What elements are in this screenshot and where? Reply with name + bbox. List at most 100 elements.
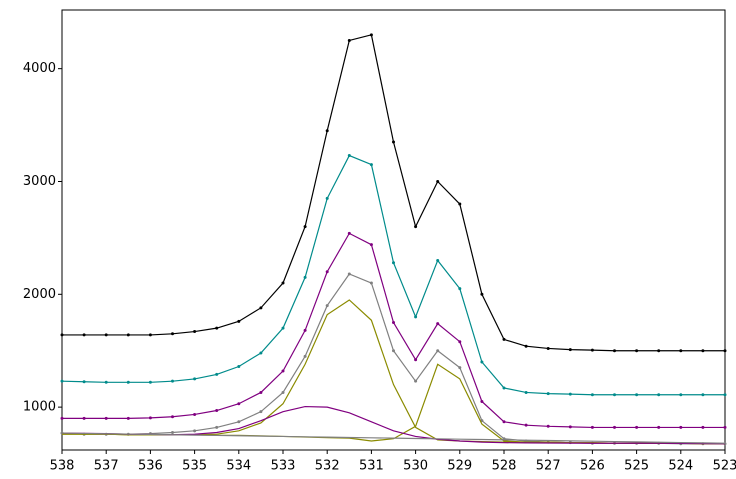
data-point [148, 333, 152, 337]
data-point [701, 393, 705, 397]
data-point [215, 425, 219, 429]
x-tick-label: 536 [138, 459, 163, 474]
data-point [392, 140, 395, 144]
x-tick-label: 537 [94, 459, 119, 474]
data-point [281, 390, 285, 394]
x-tick-label: 529 [447, 459, 472, 474]
data-point [193, 429, 197, 433]
data-point [657, 425, 661, 429]
data-point [480, 360, 484, 364]
data-point [281, 369, 285, 373]
data-point [635, 349, 639, 353]
y-tick-label: 4000 [23, 61, 56, 76]
plot-frame [61, 9, 726, 451]
y-tick-label: 2000 [23, 287, 56, 302]
data-point [104, 333, 108, 337]
x-tick-label: 524 [668, 459, 693, 474]
y-tick-label: 1000 [23, 400, 56, 415]
data-point [259, 351, 263, 355]
data-point [502, 420, 506, 424]
series-line [61, 273, 725, 445]
data-point [502, 337, 506, 341]
data-point [237, 420, 241, 424]
data-point [414, 358, 418, 362]
data-point [524, 423, 528, 427]
data-point [723, 425, 727, 429]
data-point [369, 33, 373, 37]
series-line [61, 432, 726, 444]
data-point [436, 349, 440, 353]
data-point [657, 393, 661, 397]
data-point [303, 328, 307, 332]
data-point [148, 380, 152, 384]
data-point [458, 202, 462, 206]
data-point [347, 38, 351, 42]
data-point [215, 409, 219, 413]
data-point [193, 330, 197, 334]
data-point [369, 281, 373, 285]
data-point [193, 377, 197, 381]
data-point [171, 332, 174, 336]
x-tick-label: 523 [713, 459, 736, 474]
data-point [82, 333, 86, 337]
y-tick-label: 3000 [23, 174, 56, 189]
data-point [259, 410, 263, 414]
data-point [193, 412, 197, 416]
data-point [259, 306, 263, 310]
data-point [171, 415, 174, 419]
data-point [303, 275, 307, 279]
data-point [82, 416, 86, 420]
data-point [215, 326, 219, 330]
x-tick-label: 526 [580, 459, 605, 474]
data-point [171, 431, 174, 435]
data-point [281, 281, 285, 285]
x-tick-label: 530 [403, 459, 428, 474]
x-tick-label: 532 [315, 459, 340, 474]
data-point [701, 349, 705, 353]
data-point [60, 333, 64, 337]
series-line [62, 34, 725, 352]
data-point [723, 349, 727, 353]
x-tick-label: 535 [182, 459, 207, 474]
data-point [414, 315, 418, 319]
data-point [590, 425, 594, 429]
data-point [126, 333, 130, 337]
data-point [171, 379, 174, 383]
data-point [392, 349, 395, 353]
data-point [613, 425, 616, 429]
data-point [392, 321, 395, 325]
data-point [679, 393, 683, 397]
x-tick-label: 528 [492, 459, 517, 474]
data-point [414, 225, 418, 229]
data-point [325, 270, 329, 274]
data-point [679, 425, 683, 429]
data-point [281, 326, 285, 330]
x-tick-label: 531 [359, 459, 384, 474]
x-tick-label: 538 [50, 459, 75, 474]
data-point [237, 402, 241, 406]
data-point [347, 231, 351, 235]
x-tick-label: 525 [624, 459, 649, 474]
data-point [82, 380, 86, 384]
data-point [303, 225, 307, 229]
data-point [480, 292, 484, 296]
data-point [60, 379, 64, 383]
data-point [325, 196, 329, 200]
data-point [436, 179, 440, 183]
series-line [61, 154, 725, 396]
data-point [524, 344, 528, 348]
data-point [568, 392, 572, 396]
data-point [325, 304, 329, 308]
data-point [679, 349, 683, 353]
data-point [480, 399, 484, 403]
data-point [635, 425, 639, 429]
data-point [436, 258, 440, 262]
data-point [458, 366, 462, 370]
data-point [502, 386, 506, 390]
data-point [657, 349, 661, 353]
data-point [369, 243, 373, 247]
data-point [436, 322, 440, 326]
x-tick-label: 534 [226, 459, 251, 474]
data-point [303, 354, 307, 358]
